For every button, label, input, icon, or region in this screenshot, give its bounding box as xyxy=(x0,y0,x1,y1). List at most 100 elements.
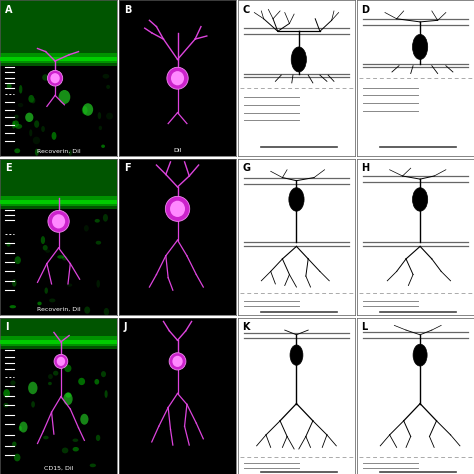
Ellipse shape xyxy=(9,305,16,308)
Text: F: F xyxy=(124,164,130,173)
Ellipse shape xyxy=(95,219,100,223)
Ellipse shape xyxy=(84,307,90,314)
Ellipse shape xyxy=(41,236,45,244)
Ellipse shape xyxy=(43,245,48,251)
Ellipse shape xyxy=(31,401,35,408)
Ellipse shape xyxy=(82,106,88,114)
Ellipse shape xyxy=(413,344,427,366)
Ellipse shape xyxy=(37,301,42,305)
Ellipse shape xyxy=(173,356,182,367)
Text: A: A xyxy=(5,5,12,15)
Ellipse shape xyxy=(96,241,101,245)
Text: CD15, DiI: CD15, DiI xyxy=(44,466,73,471)
Ellipse shape xyxy=(106,113,113,119)
Bar xyxy=(0,0,117,66)
Bar xyxy=(0,200,117,204)
Ellipse shape xyxy=(412,35,428,59)
Text: D: D xyxy=(362,5,370,15)
Ellipse shape xyxy=(290,345,303,365)
Ellipse shape xyxy=(18,103,23,107)
Ellipse shape xyxy=(101,371,106,377)
Ellipse shape xyxy=(19,426,22,431)
Ellipse shape xyxy=(14,148,20,153)
Ellipse shape xyxy=(15,256,21,264)
Ellipse shape xyxy=(78,378,85,385)
Ellipse shape xyxy=(3,389,10,398)
Ellipse shape xyxy=(48,374,53,379)
Ellipse shape xyxy=(171,71,184,85)
Ellipse shape xyxy=(69,150,72,156)
Ellipse shape xyxy=(103,214,108,222)
Ellipse shape xyxy=(41,126,45,132)
Ellipse shape xyxy=(15,124,22,129)
Ellipse shape xyxy=(63,392,73,405)
Ellipse shape xyxy=(101,145,105,148)
Ellipse shape xyxy=(29,129,32,137)
Bar xyxy=(0,159,117,209)
Ellipse shape xyxy=(57,255,64,259)
Ellipse shape xyxy=(33,137,40,144)
Ellipse shape xyxy=(28,382,37,394)
Bar xyxy=(0,196,117,206)
Ellipse shape xyxy=(12,441,17,447)
Ellipse shape xyxy=(52,214,65,228)
Text: G: G xyxy=(243,164,251,173)
Bar xyxy=(0,57,117,61)
Ellipse shape xyxy=(45,287,48,294)
Ellipse shape xyxy=(62,256,67,261)
Ellipse shape xyxy=(7,242,10,246)
Ellipse shape xyxy=(14,115,18,118)
Ellipse shape xyxy=(25,113,33,122)
Ellipse shape xyxy=(43,436,49,439)
Ellipse shape xyxy=(80,414,89,425)
Ellipse shape xyxy=(19,85,22,93)
Ellipse shape xyxy=(7,83,12,89)
Ellipse shape xyxy=(84,225,89,231)
Text: I: I xyxy=(5,322,8,332)
Ellipse shape xyxy=(165,196,190,221)
Text: J: J xyxy=(124,322,127,332)
Text: K: K xyxy=(243,322,250,332)
Text: E: E xyxy=(5,164,11,173)
Ellipse shape xyxy=(167,67,188,89)
Ellipse shape xyxy=(105,390,108,398)
Ellipse shape xyxy=(94,379,99,384)
Ellipse shape xyxy=(412,188,428,211)
Bar xyxy=(0,340,117,344)
Ellipse shape xyxy=(13,120,19,127)
Ellipse shape xyxy=(73,438,78,442)
Ellipse shape xyxy=(98,112,101,119)
Ellipse shape xyxy=(73,447,79,451)
Ellipse shape xyxy=(49,299,55,302)
Ellipse shape xyxy=(99,126,102,130)
Text: Recoverin, DiI: Recoverin, DiI xyxy=(36,148,81,153)
Ellipse shape xyxy=(10,380,16,385)
Ellipse shape xyxy=(90,464,96,467)
Ellipse shape xyxy=(54,355,68,368)
Ellipse shape xyxy=(47,71,63,86)
Text: B: B xyxy=(124,5,131,15)
Text: C: C xyxy=(243,5,250,15)
Ellipse shape xyxy=(48,382,52,385)
Ellipse shape xyxy=(62,447,68,453)
Bar xyxy=(0,318,117,349)
Ellipse shape xyxy=(169,353,186,370)
Bar xyxy=(0,53,117,63)
Ellipse shape xyxy=(102,74,109,79)
Ellipse shape xyxy=(106,85,110,89)
Text: Recoverin, DiI: Recoverin, DiI xyxy=(36,307,81,312)
Text: H: H xyxy=(362,164,370,173)
Bar xyxy=(0,337,117,346)
Ellipse shape xyxy=(50,73,60,83)
Ellipse shape xyxy=(170,201,185,217)
Ellipse shape xyxy=(64,365,72,372)
Ellipse shape xyxy=(57,357,65,366)
Ellipse shape xyxy=(48,210,69,232)
Ellipse shape xyxy=(291,47,306,72)
Ellipse shape xyxy=(12,279,17,287)
Ellipse shape xyxy=(52,132,56,140)
Ellipse shape xyxy=(82,103,93,116)
Ellipse shape xyxy=(104,308,109,316)
Ellipse shape xyxy=(67,283,73,287)
Ellipse shape xyxy=(65,392,71,398)
